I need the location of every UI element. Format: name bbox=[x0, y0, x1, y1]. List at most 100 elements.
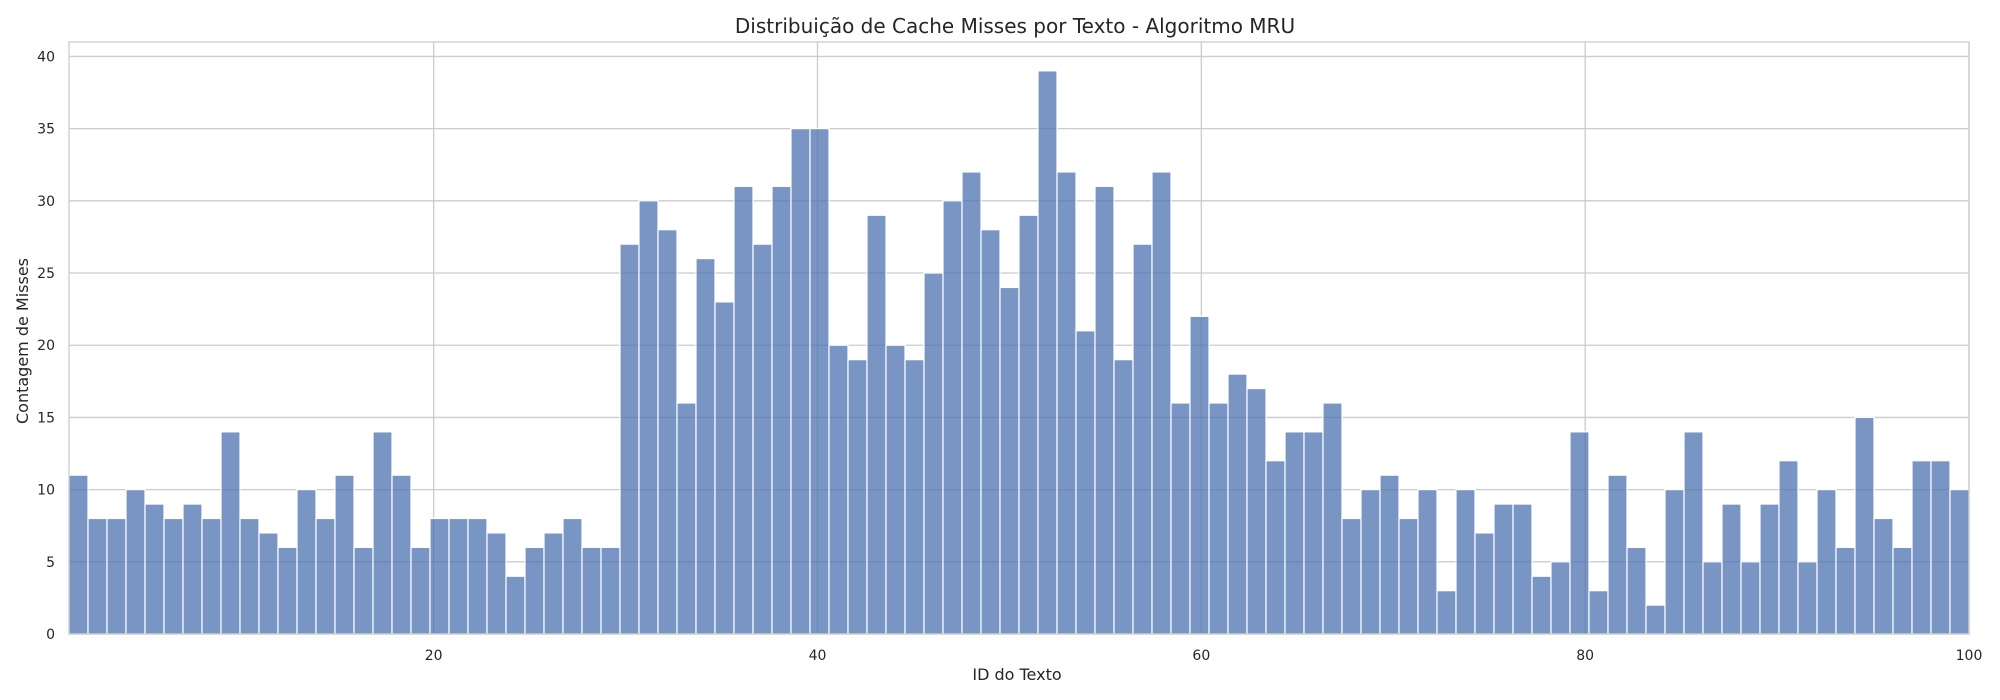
histogram-bar bbox=[923, 272, 944, 635]
histogram-bar bbox=[1740, 561, 1761, 635]
histogram-bar bbox=[1170, 402, 1191, 635]
histogram-bar bbox=[1303, 431, 1324, 635]
histogram-bar bbox=[1512, 503, 1533, 635]
histogram-bar bbox=[600, 546, 621, 635]
histogram-bar bbox=[163, 517, 184, 635]
histogram-bar bbox=[828, 344, 849, 635]
histogram-bar bbox=[353, 546, 374, 635]
y-tick-label: 25 bbox=[37, 266, 55, 282]
y-tick-label: 15 bbox=[37, 410, 55, 426]
histogram-bar bbox=[448, 517, 469, 635]
histogram-bar bbox=[752, 243, 773, 635]
histogram-bar bbox=[1436, 590, 1457, 635]
histogram-bar bbox=[277, 546, 298, 635]
histogram-bar bbox=[1930, 460, 1951, 635]
histogram-bar bbox=[201, 517, 222, 635]
x-tick-label: 80 bbox=[1576, 648, 1594, 664]
histogram-bar bbox=[885, 344, 906, 635]
histogram-bar bbox=[1778, 460, 1799, 635]
histogram-bar bbox=[1132, 243, 1153, 635]
histogram-bar bbox=[1284, 431, 1305, 635]
histogram-bar bbox=[638, 200, 659, 635]
histogram-bar bbox=[1493, 503, 1514, 635]
histogram-bar bbox=[999, 286, 1020, 635]
histogram-bar bbox=[220, 431, 241, 635]
histogram-bar bbox=[1474, 532, 1495, 635]
histogram-bar bbox=[258, 532, 279, 635]
histogram-bar bbox=[106, 517, 127, 635]
histogram-bar bbox=[1797, 561, 1818, 635]
x-tick-label: 20 bbox=[425, 648, 443, 664]
y-tick-label: 10 bbox=[37, 483, 55, 499]
histogram-bar bbox=[1854, 416, 1875, 635]
histogram-bar bbox=[1208, 402, 1229, 635]
histogram-bar bbox=[866, 214, 887, 635]
histogram-bar bbox=[1816, 489, 1837, 635]
y-tick-label: 35 bbox=[37, 122, 55, 138]
histogram-bar bbox=[1094, 185, 1115, 635]
histogram-bar bbox=[581, 546, 602, 635]
histogram-bar bbox=[562, 517, 583, 635]
histogram-bar bbox=[695, 257, 716, 635]
histogram-bar bbox=[334, 474, 355, 635]
y-axis-label: Contagem de Misses bbox=[13, 258, 32, 424]
y-tick-labels: 0 5 10 15 20 25 30 35 40 bbox=[37, 49, 55, 643]
x-tick-label: 40 bbox=[809, 648, 827, 664]
histogram-bar bbox=[1018, 214, 1039, 635]
histogram-bar bbox=[904, 359, 925, 635]
x-tick-labels: 20 40 60 80 100 bbox=[425, 648, 1983, 664]
histogram-bar bbox=[1417, 489, 1438, 635]
histogram-bar bbox=[1550, 561, 1571, 635]
histogram-bar bbox=[1759, 503, 1780, 635]
histogram-bar bbox=[1379, 474, 1400, 635]
histogram-bar bbox=[1265, 460, 1286, 635]
histogram-bar bbox=[1873, 517, 1894, 635]
histogram-bar bbox=[790, 128, 811, 635]
histogram-bar bbox=[372, 431, 393, 635]
histogram-bar bbox=[980, 229, 1001, 635]
histogram-bar bbox=[1911, 460, 1932, 635]
histogram-bar bbox=[657, 229, 678, 635]
histogram-bar bbox=[1721, 503, 1742, 635]
histogram-bar bbox=[1949, 489, 1970, 635]
histogram-bar bbox=[1588, 590, 1609, 635]
x-tick-label: 100 bbox=[1956, 648, 1983, 664]
plot-frame bbox=[68, 41, 1970, 635]
histogram-bar bbox=[847, 359, 868, 635]
y-tick-label: 5 bbox=[46, 555, 55, 571]
y-tick-label: 30 bbox=[37, 194, 55, 210]
histogram-bar bbox=[125, 489, 146, 635]
histogram-bar bbox=[942, 200, 963, 635]
histogram-bar bbox=[1835, 546, 1856, 635]
histogram-bar bbox=[1683, 431, 1704, 635]
histogram-bar bbox=[410, 546, 431, 635]
histogram-bar bbox=[1569, 431, 1590, 635]
histogram-bar bbox=[1246, 387, 1267, 635]
histogram-bar bbox=[1531, 575, 1552, 635]
histogram-bar bbox=[486, 532, 507, 635]
histogram-bar bbox=[1664, 489, 1685, 635]
histogram-bar bbox=[68, 474, 89, 635]
histogram-bar bbox=[1645, 604, 1666, 635]
histogram-bar bbox=[543, 532, 564, 635]
histogram-bar bbox=[1056, 171, 1077, 635]
histogram-bar bbox=[1360, 489, 1381, 635]
histogram-bar bbox=[1455, 489, 1476, 635]
histogram-bar bbox=[315, 517, 336, 635]
histogram-bar bbox=[1075, 330, 1096, 635]
histogram-bar bbox=[1151, 171, 1172, 635]
bars bbox=[68, 70, 1970, 635]
histogram-bar bbox=[619, 243, 640, 635]
histogram-bar bbox=[239, 517, 260, 635]
histogram-bar bbox=[182, 503, 203, 635]
y-tick-label: 0 bbox=[46, 627, 55, 643]
histogram-bar bbox=[1227, 373, 1248, 635]
x-tick-label: 60 bbox=[1192, 648, 1210, 664]
histogram-bar bbox=[1322, 402, 1343, 635]
histogram-bar bbox=[1607, 474, 1628, 635]
histogram-bar bbox=[429, 517, 450, 635]
histogram-bar bbox=[676, 402, 697, 635]
histogram-bar bbox=[391, 474, 412, 635]
histogram-bar bbox=[144, 503, 165, 635]
